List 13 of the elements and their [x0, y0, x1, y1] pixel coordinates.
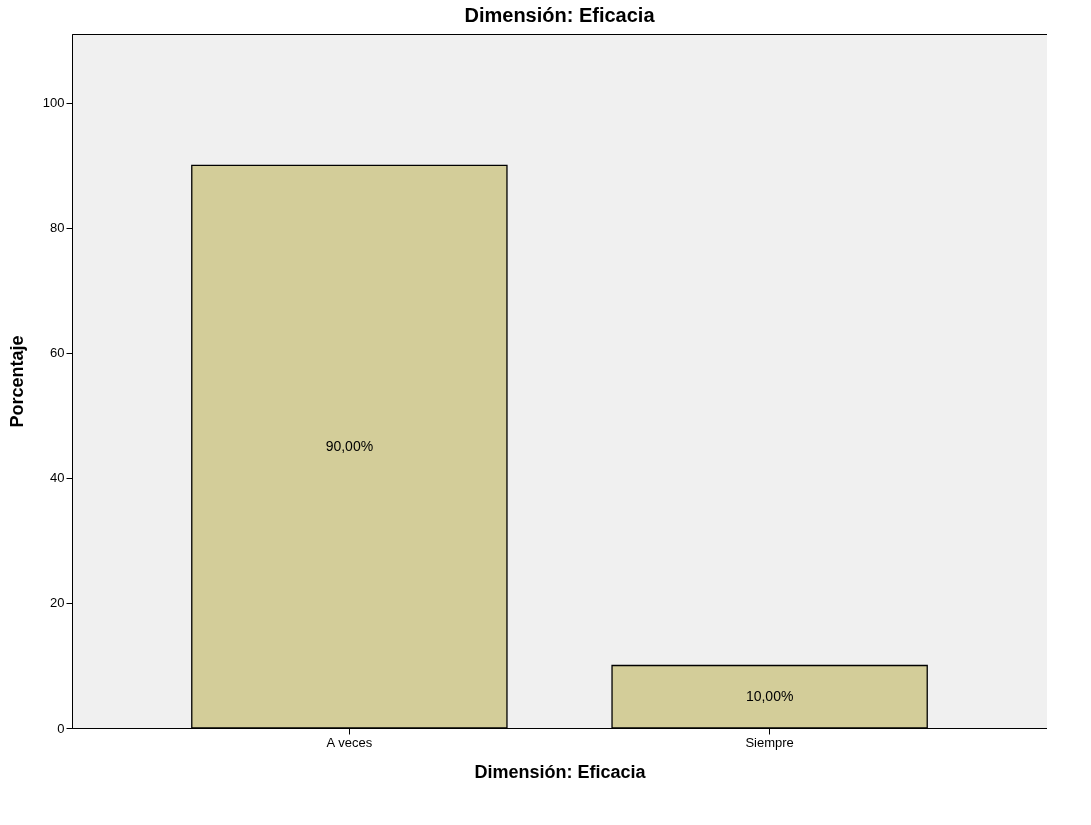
y-tick-label: 60: [50, 345, 65, 361]
y-tick-label: 0: [57, 720, 65, 736]
data-label: 90,00%: [325, 437, 374, 454]
y-tick-label: 80: [50, 220, 65, 236]
data-label: 10,00%: [745, 687, 794, 704]
y-tick-label: 20: [50, 595, 65, 611]
y-tick-label: 40: [50, 470, 65, 486]
x-tick-label: Siempre: [745, 734, 794, 750]
x-tick-label: A veces: [326, 734, 373, 750]
x-axis-title: Dimensión: Eficacia: [474, 761, 647, 782]
y-tick-label: 100: [42, 95, 65, 111]
y-axis-title: Porcentaje: [6, 335, 27, 428]
chart-title: Dimensión: Eficacia: [464, 4, 656, 26]
